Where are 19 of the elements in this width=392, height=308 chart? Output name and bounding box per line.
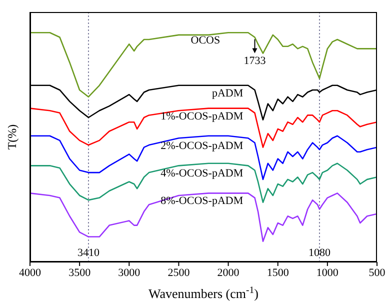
ref-line-label: 3410 xyxy=(77,247,100,259)
series-label: 2%-OCOS-pADM xyxy=(160,140,244,152)
annotation: 1733 xyxy=(244,55,266,68)
y-axis-title: T(%) xyxy=(5,124,19,150)
x-axis-title: Wavenumbers (cm$^{-1}$) xyxy=(148,284,258,301)
x-tick-label: 500 xyxy=(368,266,386,279)
x-tick-label: 1000 xyxy=(316,266,339,279)
x-tick-label: 3000 xyxy=(118,266,141,279)
series-label: pADM xyxy=(212,87,244,100)
series-label: OCOS xyxy=(190,34,220,47)
x-tick-label: 4000 xyxy=(19,266,42,279)
x-tick-label: 3500 xyxy=(68,266,92,279)
x-tick-label: 1500 xyxy=(266,266,290,279)
series-label: 1%-OCOS-pADM xyxy=(160,110,244,122)
x-tick-label: 2000 xyxy=(217,266,240,279)
x-tick-label: 2500 xyxy=(168,266,190,279)
ref-line-label: 1080 xyxy=(308,247,331,259)
series-label: 8%-OCOS-pADM xyxy=(160,195,244,208)
series-label: 4%-OCOS-pADM xyxy=(160,168,244,180)
